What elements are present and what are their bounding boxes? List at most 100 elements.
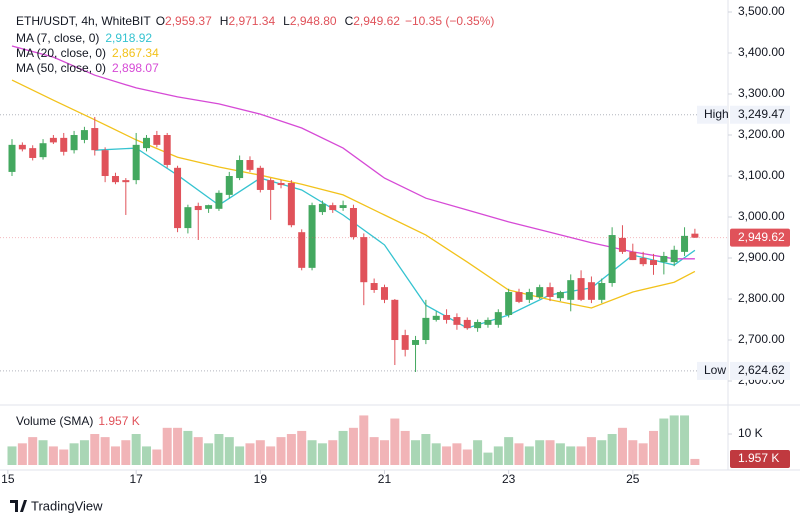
volume-bar <box>586 437 596 465</box>
candle-body <box>608 235 616 284</box>
volume-bar <box>69 443 79 465</box>
y-tick-label: 3,000.00 <box>738 209 785 223</box>
volume-bar <box>204 443 214 465</box>
candle-body <box>412 340 420 345</box>
marker-name-box <box>697 105 727 124</box>
header: ETH/USDT, 4h, WhiteBIT O2,959.37 H2,971.3… <box>16 14 494 28</box>
volume-bar <box>597 440 607 465</box>
candle-body <box>153 135 161 145</box>
ohlc: O2,959.37 H2,971.34 L2,948.80 C2,949.62 <box>156 14 400 28</box>
x-tick-label: 25 <box>626 472 640 486</box>
volume-bar <box>649 430 659 465</box>
candle-body <box>494 312 502 325</box>
volume-bar <box>90 434 100 465</box>
candle-body <box>225 176 233 195</box>
brand-logo <box>10 500 27 512</box>
volume-bar <box>638 443 648 465</box>
ohlc-item: O2,959.37 <box>156 14 212 28</box>
candle-body <box>670 249 678 263</box>
candle-body <box>49 137 57 143</box>
volume-bar <box>493 446 503 465</box>
candle-body <box>70 135 78 151</box>
volume-bar <box>524 446 534 465</box>
candle-body <box>8 144 16 172</box>
candle-body <box>18 144 26 150</box>
marker-name-box <box>697 361 727 380</box>
volume-last: 1.957 K <box>98 414 140 428</box>
volume-bar <box>514 443 524 465</box>
marker-name: Low <box>704 363 726 377</box>
candle-body <box>370 283 378 290</box>
legend-name: MA (7, close, 0) <box>16 31 100 45</box>
y-tick-label: 3,100.00 <box>738 168 785 182</box>
y-tick-label: 3,300.00 <box>738 86 785 100</box>
volume-bar <box>152 449 162 465</box>
volume-bar <box>462 449 472 465</box>
volume-bar <box>545 440 555 465</box>
candle-body <box>80 130 88 140</box>
x-tick-label: 17 <box>129 472 143 486</box>
candle-body <box>484 319 492 325</box>
volume-bar <box>473 440 483 465</box>
ma-line <box>11 79 696 309</box>
candle-body <box>525 292 533 300</box>
candle-body <box>536 287 544 297</box>
candle-body <box>556 292 564 299</box>
candle-body <box>194 205 202 211</box>
volume-bar <box>173 427 183 465</box>
candle-body <box>453 317 461 325</box>
candle-body <box>308 205 316 268</box>
volume-bar <box>669 415 679 465</box>
candle-body <box>629 251 637 261</box>
candle-body <box>174 167 182 229</box>
candle-body <box>111 176 119 183</box>
ohlc-item: L2,948.80 <box>283 14 336 28</box>
legend-item: MA (7, close, 0) 2,918.92 <box>16 31 152 45</box>
volume-bar <box>214 434 224 465</box>
volume-bar <box>431 443 441 465</box>
symbol: ETH/USDT, 4h, WhiteBIT <box>16 14 151 28</box>
volume-bar <box>483 452 493 465</box>
volume-bar <box>286 434 296 465</box>
candle-body <box>618 237 626 252</box>
volume-bar <box>607 434 617 465</box>
volume-bar <box>235 446 245 465</box>
candle-body <box>184 207 192 229</box>
candle-body <box>287 182 295 226</box>
volume-bar <box>79 440 89 465</box>
legend-name: MA (20, close, 0) <box>16 46 107 60</box>
last-price-box <box>730 228 790 247</box>
volume-bar <box>48 446 58 465</box>
candle-body <box>318 203 326 213</box>
volume-bar <box>411 440 421 465</box>
ohlc-value: 2,959.37 <box>165 14 212 28</box>
legend-item: MA (20, close, 0) 2,867.34 <box>16 46 159 60</box>
volume-tick-label: 10 K <box>738 426 763 440</box>
candle-body <box>660 255 668 263</box>
volume-bar <box>369 437 379 465</box>
volume-bar <box>421 434 431 465</box>
ohlc-key: C <box>344 14 354 28</box>
y-tick-label: 3,400.00 <box>738 45 785 59</box>
volume-bar <box>59 449 69 465</box>
volume-bar <box>266 446 276 465</box>
volume-title: Volume (SMA) <box>16 414 94 428</box>
candle-body <box>650 260 658 265</box>
candle-body <box>339 205 347 208</box>
last-price-label: 2,949.62 <box>738 230 785 244</box>
candle-body <box>215 192 223 209</box>
ohlc-key: O <box>155 14 166 28</box>
candle-body <box>256 167 264 190</box>
legend-item: MA (50, close, 0) 2,898.07 <box>16 61 159 75</box>
candle-body <box>267 180 275 190</box>
y-tick-label: 2,900.00 <box>738 250 785 264</box>
volume-bar <box>276 437 286 465</box>
volume-bar <box>555 443 565 465</box>
volume-bar <box>110 446 120 465</box>
candle-body <box>298 232 306 268</box>
marker-value: 3,249.47 <box>738 107 785 121</box>
candle-body <box>246 160 254 170</box>
ma-line <box>11 45 695 260</box>
